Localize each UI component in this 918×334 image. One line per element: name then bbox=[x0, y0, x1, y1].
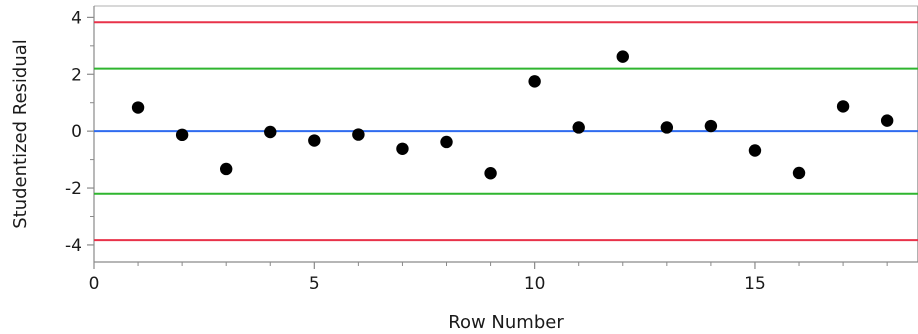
data-point bbox=[308, 134, 321, 147]
x-axis: 0 5 10 15 bbox=[89, 262, 888, 294]
x-tick-label: 15 bbox=[744, 274, 766, 294]
x-tick-label: 10 bbox=[524, 274, 546, 294]
data-point bbox=[175, 128, 189, 142]
reference-lines bbox=[94, 21, 918, 242]
data-point bbox=[704, 119, 718, 133]
data-point bbox=[616, 50, 629, 63]
y-tick-label: 4 bbox=[71, 8, 82, 28]
data-point bbox=[484, 167, 497, 180]
data-point bbox=[396, 142, 409, 155]
data-point bbox=[219, 162, 233, 176]
data-points bbox=[131, 50, 894, 180]
data-point bbox=[660, 121, 674, 134]
y-axis: -4 -2 0 2 4 bbox=[65, 8, 94, 256]
data-point bbox=[440, 135, 453, 149]
y-tick-label: -4 bbox=[65, 236, 82, 256]
data-point bbox=[572, 121, 585, 134]
x-tick-label: 0 bbox=[89, 274, 100, 294]
y-tick-label: 2 bbox=[71, 65, 82, 85]
y-tick-label: -2 bbox=[65, 179, 82, 199]
x-axis-title: Row Number bbox=[448, 312, 564, 333]
data-point bbox=[792, 166, 806, 180]
data-point bbox=[836, 100, 850, 113]
plot-frame bbox=[93, 5, 918, 263]
data-point bbox=[264, 125, 277, 139]
data-point bbox=[748, 144, 762, 157]
y-tick-label: 0 bbox=[71, 122, 82, 142]
data-point bbox=[880, 114, 894, 127]
data-point bbox=[528, 75, 541, 88]
data-point bbox=[131, 101, 145, 114]
data-point bbox=[352, 128, 365, 141]
x-tick-label: 5 bbox=[309, 274, 320, 294]
y-axis-title: Studentized Residual bbox=[10, 39, 31, 229]
